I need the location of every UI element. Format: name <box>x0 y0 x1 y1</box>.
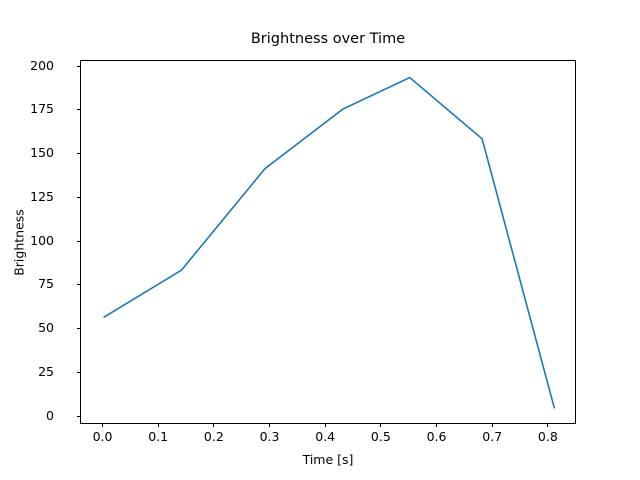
y-tick-label: 50 <box>38 320 54 336</box>
y-tick-label: 175 <box>30 101 54 117</box>
x-tick-mark <box>491 423 493 428</box>
y-tick-label: 150 <box>30 145 54 161</box>
x-tick-label: 0.0 <box>92 429 113 444</box>
y-tick-label: 200 <box>30 57 54 73</box>
x-tick-mark <box>436 423 438 428</box>
y-tick-label: 0 <box>46 407 54 423</box>
x-tick-label: 0.3 <box>259 429 280 444</box>
x-axis-label: Time [s] <box>302 452 354 467</box>
y-tick-mark <box>76 196 81 198</box>
y-tick-label: 25 <box>38 363 54 379</box>
x-tick-label: 0.5 <box>370 429 391 444</box>
y-tick-mark <box>76 240 81 242</box>
x-tick-label: 0.8 <box>537 429 558 444</box>
y-tick-mark <box>76 415 81 417</box>
x-tick-mark <box>380 423 382 428</box>
y-tick-mark <box>76 65 81 67</box>
y-tick-label: 75 <box>38 276 54 292</box>
y-tick-mark <box>76 328 81 330</box>
y-tick-label: 100 <box>30 232 54 248</box>
x-tick-label: 0.7 <box>482 429 503 444</box>
series-polyline <box>103 76 556 409</box>
x-tick-label: 0.6 <box>426 429 447 444</box>
plot-area <box>80 60 576 424</box>
line-series-brightness <box>103 76 556 409</box>
x-tick-mark <box>324 423 326 428</box>
x-tick-mark <box>213 423 215 428</box>
x-tick-label: 0.2 <box>203 429 224 444</box>
y-tick-mark <box>76 109 81 111</box>
page-title: Brightness over Time <box>250 31 406 47</box>
y-axis-label: Brightness <box>11 209 27 276</box>
x-tick-mark <box>547 423 549 428</box>
y-tick-mark <box>76 153 81 155</box>
x-tick-mark <box>102 423 104 428</box>
y-tick-mark <box>76 371 81 374</box>
y-tick-label: 125 <box>30 188 54 204</box>
x-tick-label: 0.4 <box>315 429 336 444</box>
x-tick-label: 0.1 <box>148 429 169 444</box>
x-tick-mark <box>269 423 271 428</box>
y-tick-mark <box>76 284 81 286</box>
x-tick-mark <box>157 423 159 428</box>
